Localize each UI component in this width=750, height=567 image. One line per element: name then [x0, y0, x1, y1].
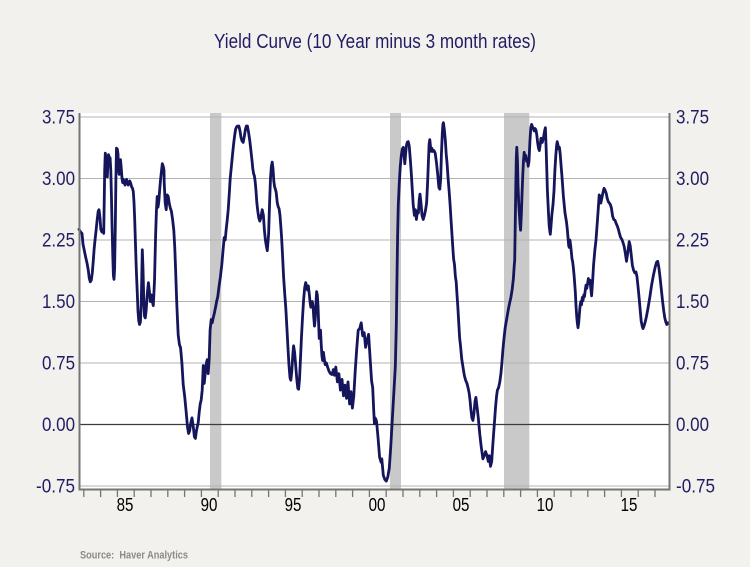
svg-text:0.75: 0.75	[676, 354, 709, 375]
svg-text:85: 85	[117, 494, 134, 515]
svg-text:2.25: 2.25	[676, 231, 709, 252]
svg-text:0.00: 0.00	[42, 415, 75, 436]
svg-text:15: 15	[621, 494, 638, 515]
svg-text:3.00: 3.00	[42, 169, 75, 190]
svg-text:3.75: 3.75	[42, 108, 75, 129]
svg-text:Source: Haver Analytics: Source: Haver Analytics	[80, 550, 188, 562]
svg-text:90: 90	[201, 494, 218, 515]
svg-text:0.00: 0.00	[676, 415, 709, 436]
svg-text:1.50: 1.50	[42, 292, 75, 313]
svg-text:05: 05	[453, 494, 470, 515]
svg-text:-0.75: -0.75	[676, 477, 715, 498]
svg-text:-0.75: -0.75	[36, 477, 75, 498]
svg-text:95: 95	[285, 494, 302, 515]
svg-text:Yield Curve (10 Year minus 3 m: Yield Curve (10 Year minus 3 month rates…	[214, 30, 536, 53]
svg-text:3.75: 3.75	[676, 108, 709, 129]
svg-text:0.75: 0.75	[42, 354, 75, 375]
svg-text:3.00: 3.00	[676, 169, 709, 190]
svg-text:2.25: 2.25	[42, 231, 75, 252]
svg-text:1.50: 1.50	[676, 292, 709, 313]
svg-text:10: 10	[537, 494, 554, 515]
svg-text:00: 00	[369, 494, 386, 515]
